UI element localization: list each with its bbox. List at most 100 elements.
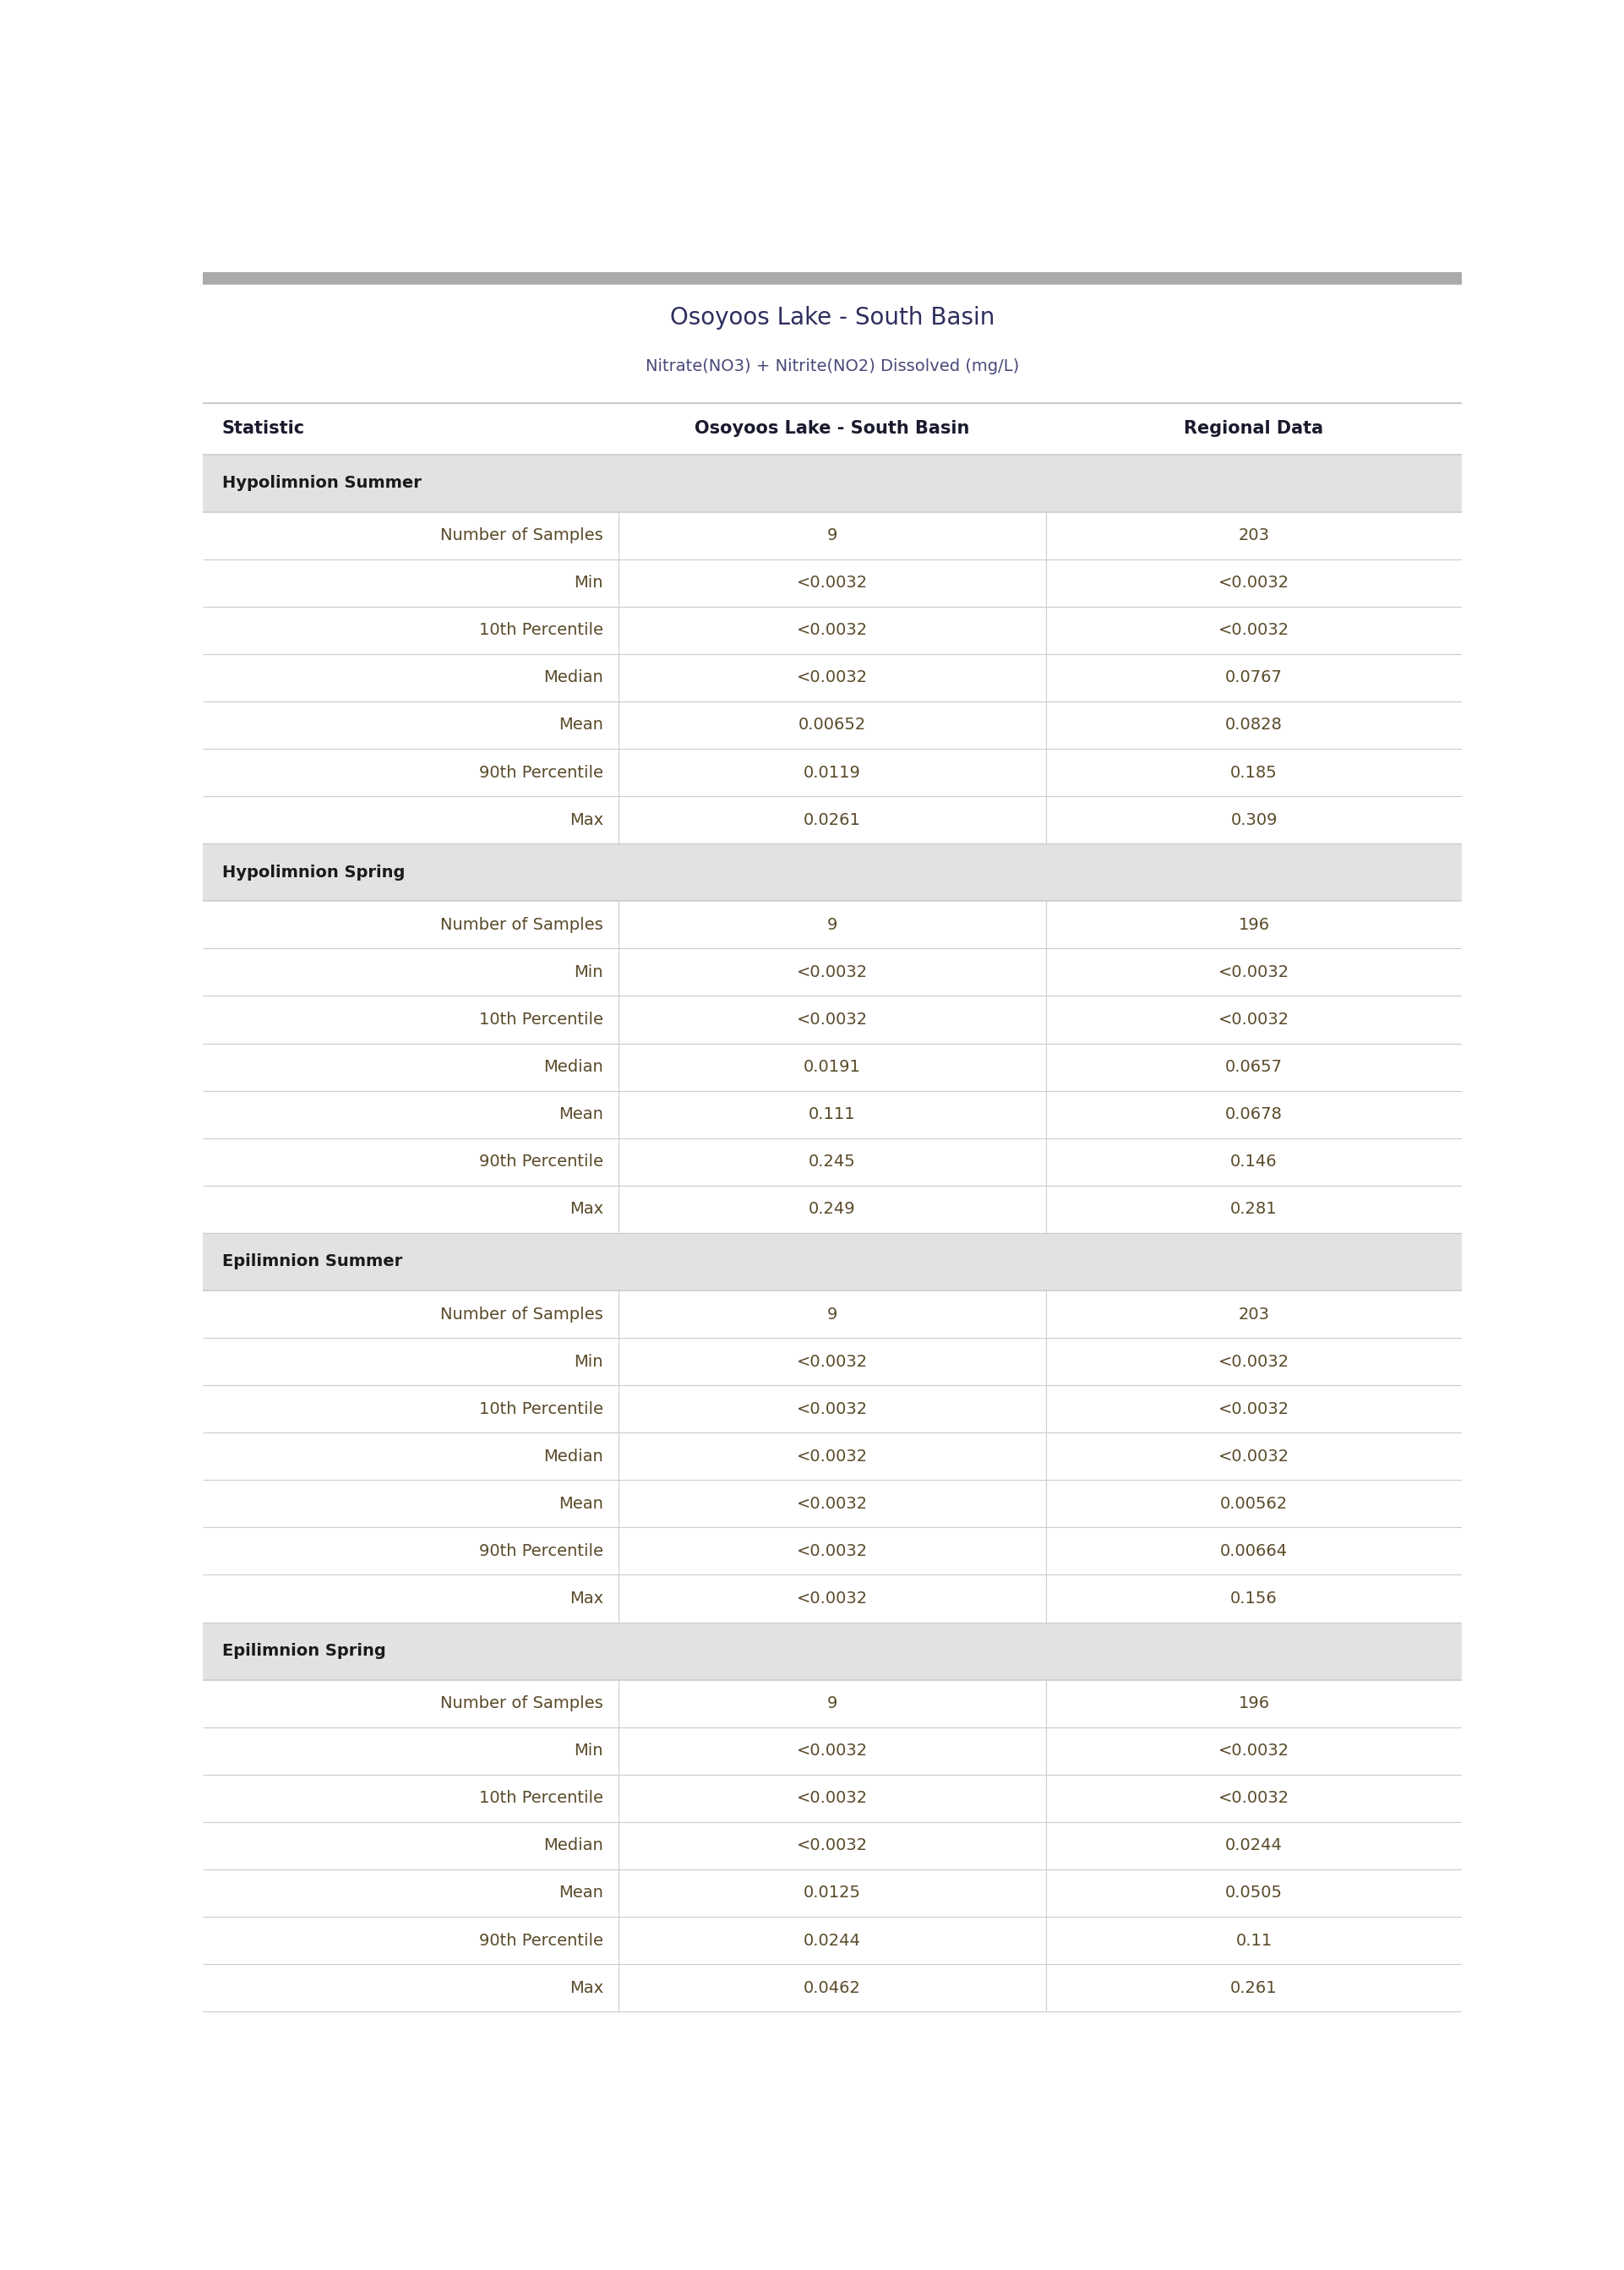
Text: Min: Min [573, 965, 603, 981]
Bar [203, 1432, 1462, 1480]
Text: 9: 9 [827, 527, 838, 543]
Text: <0.0032: <0.0032 [797, 1496, 867, 1512]
Text: <0.0032: <0.0032 [797, 1591, 867, 1607]
Bar [203, 1680, 1462, 1727]
Text: <0.0032: <0.0032 [1218, 1791, 1289, 1807]
Text: Median: Median [544, 1839, 603, 1855]
Bar [203, 1623, 1462, 1680]
Bar [203, 606, 1462, 654]
Bar [203, 1870, 1462, 1916]
Text: 0.0125: 0.0125 [804, 1884, 861, 1900]
Text: <0.0032: <0.0032 [1218, 1743, 1289, 1759]
Bar [203, 511, 1462, 558]
Bar [203, 1044, 1462, 1090]
Bar [203, 749, 1462, 797]
Text: Number of Samples: Number of Samples [440, 527, 603, 543]
Text: 9: 9 [827, 1305, 838, 1321]
Bar [203, 901, 1462, 949]
Text: 203: 203 [1237, 527, 1270, 543]
Bar [203, 1090, 1462, 1137]
Text: 0.111: 0.111 [809, 1105, 856, 1121]
Text: 0.0244: 0.0244 [804, 1932, 861, 1948]
Bar [203, 797, 1462, 844]
Text: 0.281: 0.281 [1231, 1201, 1278, 1217]
Bar [203, 844, 1462, 901]
Text: 0.0119: 0.0119 [804, 765, 861, 781]
Text: Mean: Mean [559, 717, 603, 733]
Text: Number of Samples: Number of Samples [440, 1696, 603, 1712]
Text: 9: 9 [827, 917, 838, 933]
Text: <0.0032: <0.0032 [797, 574, 867, 590]
Text: 0.00562: 0.00562 [1220, 1496, 1288, 1512]
Text: Statistic: Statistic [222, 420, 305, 438]
Text: Max: Max [570, 1591, 603, 1607]
Bar [203, 1185, 1462, 1233]
Text: Epilimnion Summer: Epilimnion Summer [222, 1253, 403, 1269]
Bar [203, 1823, 1462, 1870]
Text: Osoyoos Lake - South Basin: Osoyoos Lake - South Basin [671, 306, 994, 329]
Bar [203, 1964, 1462, 2011]
Text: 10th Percentile: 10th Percentile [479, 622, 603, 638]
Text: <0.0032: <0.0032 [1218, 965, 1289, 981]
Bar [203, 1233, 1462, 1289]
Text: Median: Median [544, 670, 603, 686]
Bar [203, 1289, 1462, 1337]
Text: 90th Percentile: 90th Percentile [479, 1153, 603, 1169]
Text: <0.0032: <0.0032 [1218, 1012, 1289, 1028]
Text: 10th Percentile: 10th Percentile [479, 1791, 603, 1807]
Text: 0.245: 0.245 [809, 1153, 856, 1169]
Text: Max: Max [570, 1201, 603, 1217]
Text: Hypolimnion Spring: Hypolimnion Spring [222, 865, 404, 881]
Bar [203, 284, 1462, 404]
Text: Min: Min [573, 1743, 603, 1759]
Text: 0.0191: 0.0191 [804, 1060, 861, 1076]
Bar [203, 454, 1462, 511]
Bar [203, 1385, 1462, 1432]
Text: <0.0032: <0.0032 [797, 670, 867, 686]
Bar [203, 1528, 1462, 1575]
Text: Regional Data: Regional Data [1184, 420, 1324, 438]
Text: 90th Percentile: 90th Percentile [479, 1544, 603, 1559]
Text: Max: Max [570, 1979, 603, 1995]
Text: Min: Min [573, 1353, 603, 1369]
Text: <0.0032: <0.0032 [797, 1401, 867, 1416]
Text: Mean: Mean [559, 1884, 603, 1900]
Text: <0.0032: <0.0032 [797, 1012, 867, 1028]
Text: <0.0032: <0.0032 [797, 1743, 867, 1759]
Text: <0.0032: <0.0032 [1218, 574, 1289, 590]
Text: Median: Median [544, 1060, 603, 1076]
Text: <0.0032: <0.0032 [797, 1839, 867, 1855]
Bar [203, 1775, 1462, 1823]
Text: Hypolimnion Summer: Hypolimnion Summer [222, 474, 421, 490]
Bar [203, 558, 1462, 606]
Text: 0.185: 0.185 [1231, 765, 1278, 781]
Text: 0.0261: 0.0261 [804, 813, 861, 829]
Bar [203, 1575, 1462, 1623]
Text: 0.309: 0.309 [1231, 813, 1278, 829]
Text: <0.0032: <0.0032 [1218, 1353, 1289, 1369]
Text: <0.0032: <0.0032 [1218, 1401, 1289, 1416]
Text: <0.0032: <0.0032 [1218, 1448, 1289, 1464]
Text: 10th Percentile: 10th Percentile [479, 1401, 603, 1416]
Bar [203, 404, 1462, 454]
Text: 0.146: 0.146 [1231, 1153, 1278, 1169]
Text: Min: Min [573, 574, 603, 590]
Text: <0.0032: <0.0032 [797, 622, 867, 638]
Text: <0.0032: <0.0032 [797, 1791, 867, 1807]
Text: 0.0244: 0.0244 [1224, 1839, 1283, 1855]
Text: 203: 203 [1237, 1305, 1270, 1321]
Text: 196: 196 [1237, 917, 1270, 933]
Bar [203, 272, 1462, 284]
Text: 90th Percentile: 90th Percentile [479, 765, 603, 781]
Bar [203, 1480, 1462, 1528]
Bar [203, 1137, 1462, 1185]
Text: 0.0505: 0.0505 [1224, 1884, 1283, 1900]
Text: <0.0032: <0.0032 [797, 1544, 867, 1559]
Bar [203, 1337, 1462, 1385]
Text: Mean: Mean [559, 1105, 603, 1121]
Bar [203, 701, 1462, 749]
Text: Nitrate(NO3) + Nitrite(NO2) Dissolved (mg/L): Nitrate(NO3) + Nitrite(NO2) Dissolved (m… [645, 359, 1020, 375]
Text: Number of Samples: Number of Samples [440, 917, 603, 933]
Text: Number of Samples: Number of Samples [440, 1305, 603, 1321]
Text: Median: Median [544, 1448, 603, 1464]
